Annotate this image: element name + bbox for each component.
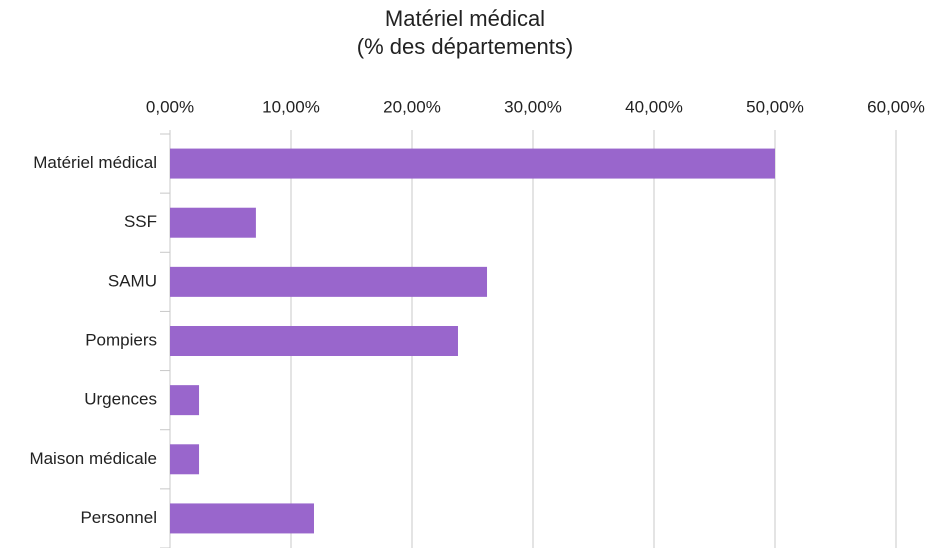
bar — [170, 207, 256, 238]
bar — [170, 266, 488, 297]
bar — [170, 444, 200, 475]
x-tick-label: 10,00% — [262, 97, 320, 116]
y-tick-label: Personnel — [80, 508, 157, 527]
y-tick-label: SAMU — [108, 271, 157, 290]
bar — [170, 148, 775, 179]
y-tick-label: Maison médicale — [29, 449, 157, 468]
x-tick-label: 0,00% — [146, 97, 194, 116]
chart-title: Matériel médical — [385, 6, 545, 31]
x-tick-label: 40,00% — [625, 97, 683, 116]
x-tick-label: 20,00% — [383, 97, 441, 116]
x-tick-label: 30,00% — [504, 97, 562, 116]
x-tick-label: 50,00% — [746, 97, 804, 116]
x-tick-label: 60,00% — [867, 97, 925, 116]
y-tick-label: SSF — [124, 212, 157, 231]
y-tick-label: Pompiers — [85, 330, 157, 349]
chart-subtitle: (% des départements) — [357, 34, 573, 59]
y-tick-label: Urgences — [84, 390, 157, 409]
bar — [170, 503, 314, 534]
bar — [170, 326, 458, 356]
y-tick-label: Matériel médical — [33, 153, 157, 172]
bar — [170, 385, 200, 416]
